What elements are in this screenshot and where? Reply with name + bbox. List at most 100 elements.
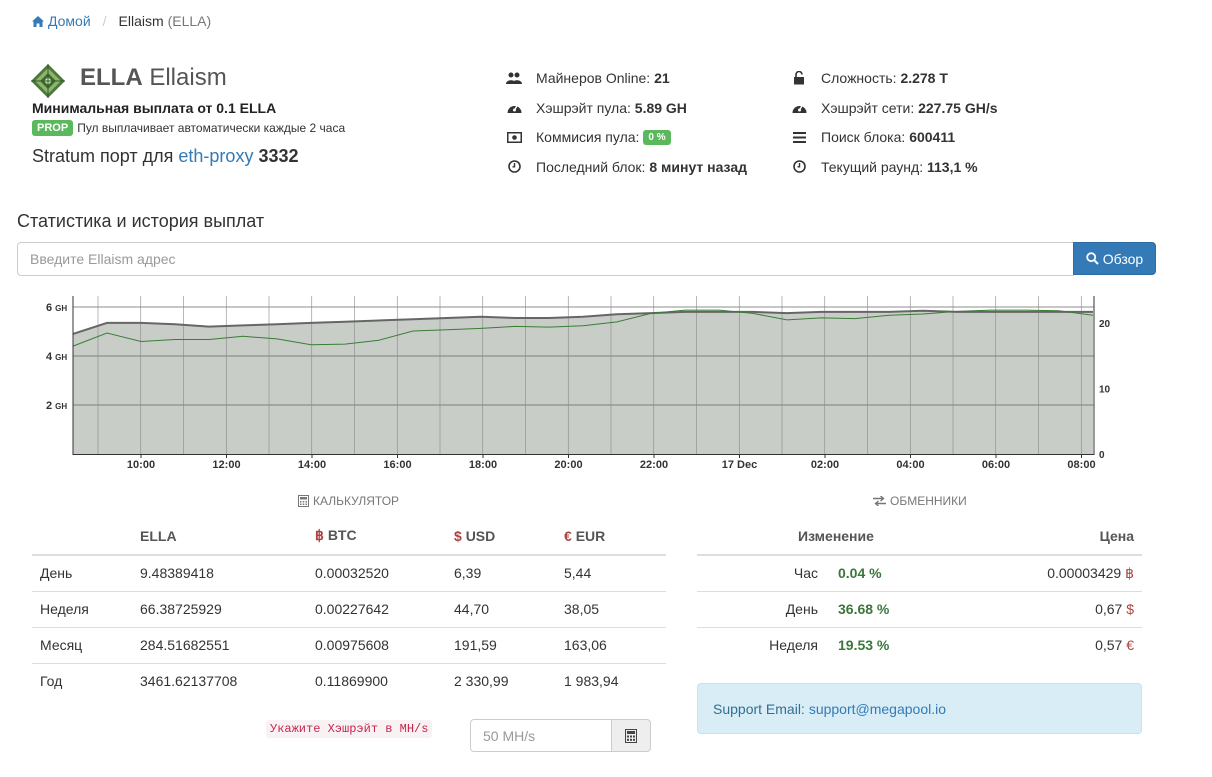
x-tick-label: 20:00 [554,459,582,471]
ellaism-logo-icon [31,64,65,98]
stat-label: Сложность: [821,70,897,86]
stat-block-search: Поиск блока: 600411 [791,127,998,147]
fee-badge: 0 % [643,129,671,145]
x-tick-label: 17 Dec [722,459,757,471]
calculator-header: Калькулятор [298,494,399,508]
dashboard-icon [506,100,522,116]
table-header-row: ELLA ฿ BTC $ USD € EUR [32,517,666,556]
row-change: 36.68 % [830,590,950,627]
row-period: День [32,554,132,591]
pool-stats: Майнеров Online: 21 Хэшрэйт пула: 5.89 G… [506,68,747,177]
row-eur: 163,06 [556,626,666,663]
hashrate-chart: 6 GH 4 GH 2 GH 20 10 0 10:00 12:00 14:00 16:00 18:00 2… [46,296,1111,471]
row-period: День [697,590,830,627]
stat-current-round: Текущий раунд: 113,1 % [791,157,998,177]
row-period: Неделя [32,590,132,627]
y-right-tick-label: 0 [1099,450,1105,461]
exchangers-title: Обменники [890,494,967,508]
clock-icon [506,159,522,175]
clock-icon [791,159,807,175]
header-usd-label: USD [465,527,496,544]
support-email-link[interactable]: support@megapool.io [808,700,947,717]
x-tick-label: 16:00 [383,459,411,471]
row-period: Год [32,662,132,699]
stat-value: 21 [654,70,670,86]
y-left-tick-label: 6 GH [46,302,67,314]
unlock-icon [791,70,807,86]
stat-last-block: Последний блок: 8 минут назад [506,157,747,177]
search-button[interactable]: Обзор [1073,242,1156,275]
table-row: Неделя 66.38725929 0.00227642 44,70 38,0… [32,590,666,627]
money-icon [506,129,522,145]
row-ella: 66.38725929 [132,590,307,627]
y-right-tick-label: 10 [1099,385,1111,396]
stat-pool-hashrate: Хэшрэйт пула: 5.89 GH [506,98,747,118]
y-left-tick-unit: GH [55,353,67,362]
header-usd: $ USD [446,517,556,556]
row-usd: 191,59 [446,626,556,663]
stat-value: 113,1 % [926,158,978,175]
search-icon [1086,252,1099,265]
stat-label: Хэшрэйт сети: [821,99,915,116]
breadcrumb-home-link[interactable]: Домой [32,13,91,29]
search-button-label: Обзор [1102,250,1144,267]
address-search-input[interactable] [17,242,1074,276]
row-period: Неделя [697,626,830,663]
row-change: 19.53 % [830,626,950,663]
x-tick-label: 12:00 [212,459,240,471]
coin-ticker: ELLA [80,64,143,91]
btc-symbol: ฿ [1125,564,1134,581]
y-left-tick-label: 4 GH [46,351,67,363]
stratum-port-line: Stratum порт для eth-proxy 3332 [32,146,299,167]
row-usd: 2 330,99 [446,662,556,699]
x-tick-label: 14:00 [298,459,326,471]
x-tick-label: 18:00 [469,459,497,471]
eur-symbol: € [1126,637,1134,654]
calculator-table: ELLA ฿ BTC $ USD € EUR День 9.48389418 0… [32,517,666,699]
y-left-tick-unit: GH [55,402,67,411]
exchange-icon [873,496,886,506]
chart-ticks: 6 GH 4 GH 2 GH 20 10 0 10:00 12:00 14:00 16:00 18:00 2… [46,302,1111,471]
coin-title: ELLA Ellaism [80,64,227,92]
breadcrumb: Домой / Ellaism (ELLA) [32,13,211,29]
x-tick-label: 22:00 [640,459,668,471]
price-value: 0,57 [1095,637,1123,654]
eth-proxy-link[interactable]: eth-proxy [178,146,254,166]
stats-section-title: Статистика и история выплат [17,211,265,231]
bars-icon [791,129,807,145]
price-value: 0,67 [1095,601,1123,617]
table-row: Месяц 284.51682551 0.00975608 191,59 163… [32,626,666,663]
stat-network-hashrate: Хэшрэйт сети: 227.75 GH/s [791,98,998,118]
stat-value: 5.89 GH [634,99,687,116]
dashboard-icon [791,100,807,116]
x-tick-label: 10:00 [127,459,155,471]
header-btc-label: BTC [327,527,357,543]
eur-symbol: € [564,527,572,544]
header-eur: € EUR [556,517,666,556]
row-eur: 38,05 [556,590,666,627]
breadcrumb-current-suffix: (ELLA) [167,13,212,29]
row-usd: 44,70 [446,590,556,627]
payout-scheme-text: Пул выплачивает автоматически каждые 2 ч… [77,121,346,135]
calculate-button[interactable] [611,719,651,752]
min-payout: Минимальная выплата от 0.1 ELLA [32,100,277,116]
calculator-title: Калькулятор [313,494,400,508]
stat-label: Коммисия пула: [536,129,640,145]
header-btc: ฿ BTC [307,517,446,556]
row-ella: 284.51682551 [132,626,307,663]
row-change: 0.04 % [830,554,950,591]
calculator-icon [625,728,637,743]
breadcrumb-separator: / [102,13,107,29]
x-tick-label: 02:00 [811,459,839,471]
row-eur: 1 983,94 [556,662,666,699]
row-price: 0.00003429 ฿ [950,554,1142,591]
table-row: Неделя 19.53 % 0,57 € [697,626,1142,663]
stratum-prefix: Stratum порт для [32,146,174,166]
hashrate-hint: Укажите Хэшрэйт в MH/s [266,720,433,738]
hashrate-area [73,310,1093,454]
stat-label: Последний блок: [536,158,646,175]
hashrate-input[interactable] [470,719,612,752]
support-alert: Support Email: support@megapool.io [697,683,1142,734]
x-tick-label: 04:00 [896,459,924,471]
row-ella: 9.48389418 [132,554,307,591]
